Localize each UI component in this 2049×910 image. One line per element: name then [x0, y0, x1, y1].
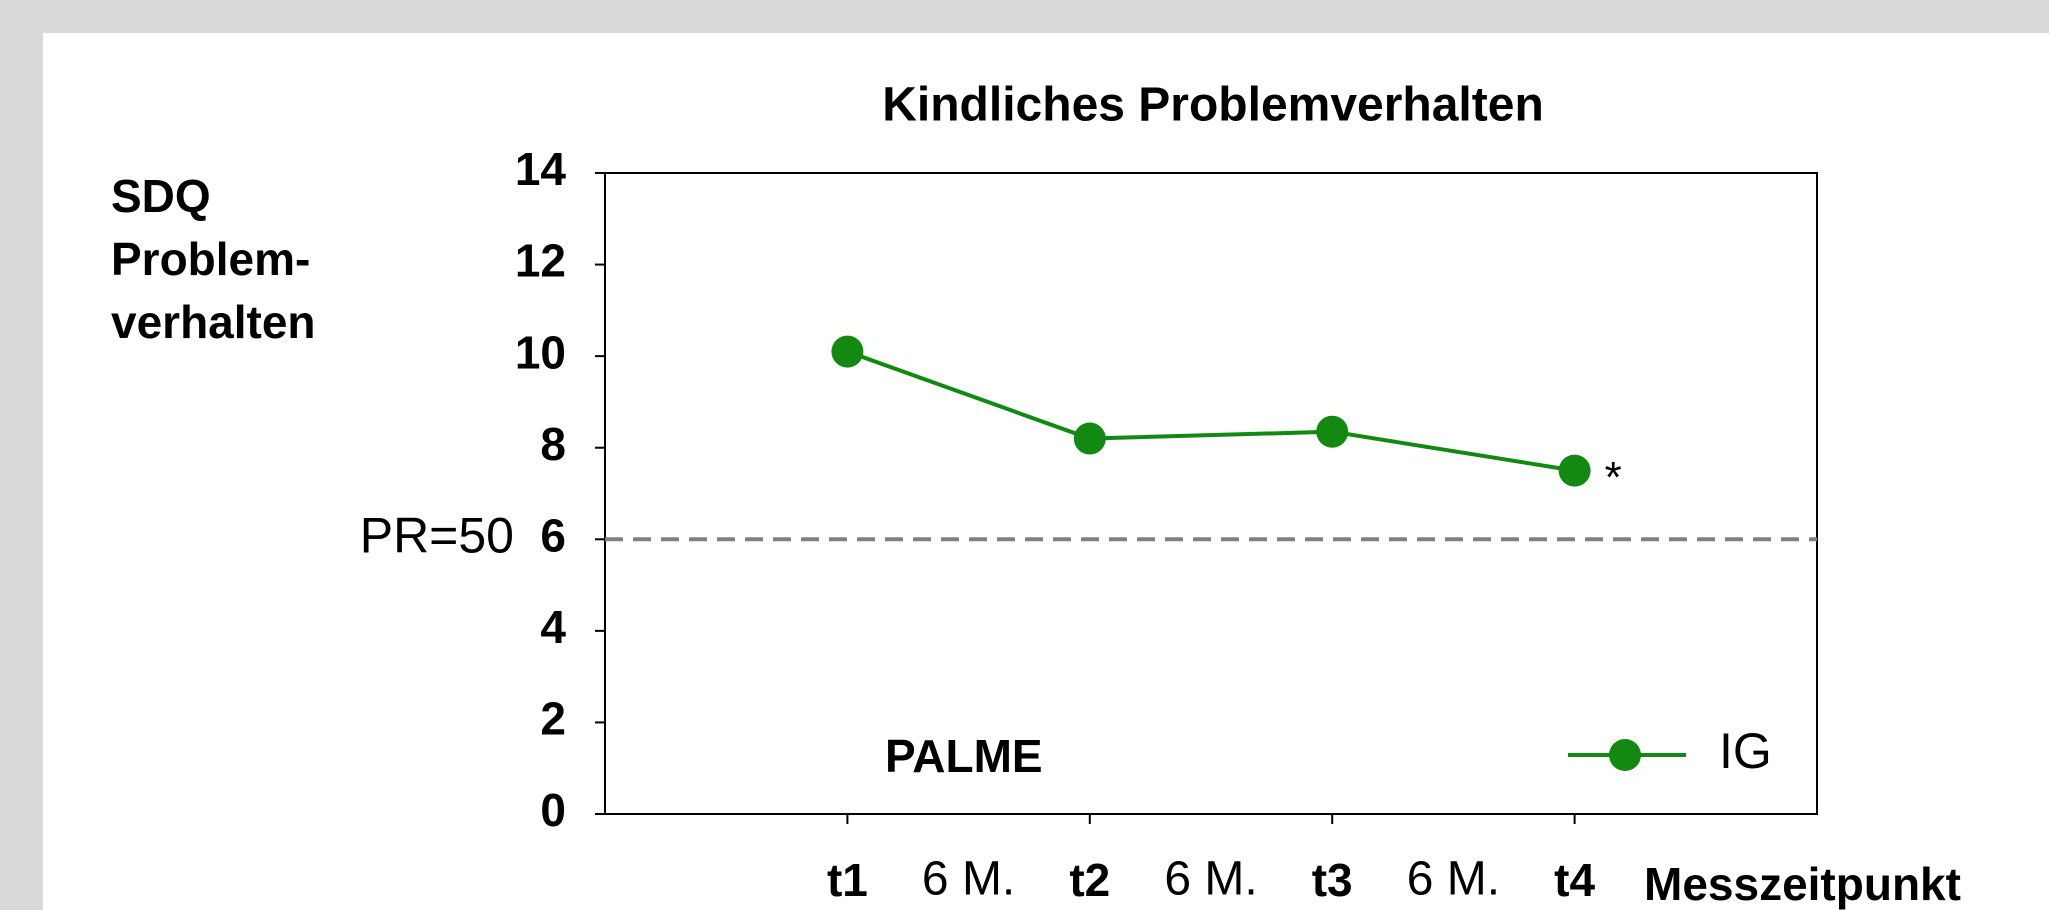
reference-label: PR=50	[360, 507, 514, 563]
data-point	[1073, 422, 1106, 455]
y-tick-label: 6	[540, 509, 566, 561]
series-line	[846, 349, 1575, 473]
plot-frame	[604, 172, 1818, 815]
data-point	[1558, 454, 1591, 487]
y-axis-label: SDQ	[111, 170, 211, 222]
interval-label: 6 M.	[1407, 853, 1500, 906]
y-axis-label: Problem-	[111, 233, 310, 285]
legend-marker	[1609, 739, 1641, 771]
x-tick-label: t2	[1069, 854, 1110, 906]
y-tick-label: 4	[540, 601, 566, 653]
y-tick-label: 14	[515, 143, 567, 195]
y-axis-label: verhalten	[111, 296, 316, 348]
panel-label: PALME	[885, 730, 1043, 782]
y-tick-label: 10	[515, 326, 566, 378]
x-tick-label: t3	[1312, 854, 1353, 906]
legend-label: IG	[1719, 723, 1772, 779]
annotation: *	[1605, 453, 1622, 502]
panel	[43, 33, 2049, 910]
x-tick-label: t4	[1554, 854, 1595, 906]
y-tick-label: 0	[540, 784, 566, 836]
x-axis-label: Messzeitpunkt	[1644, 858, 1961, 910]
data-point	[1316, 415, 1349, 448]
y-tick-label: 8	[540, 418, 566, 470]
data-point	[831, 335, 864, 368]
y-tick-label: 2	[540, 693, 566, 745]
x-tick-label: t1	[827, 854, 868, 906]
y-tick-label: 12	[515, 235, 566, 287]
interval-label: 6 M.	[1164, 853, 1257, 906]
interval-label: 6 M.	[922, 853, 1015, 906]
chart-title: Kindliches Problemverhalten	[882, 79, 1544, 132]
